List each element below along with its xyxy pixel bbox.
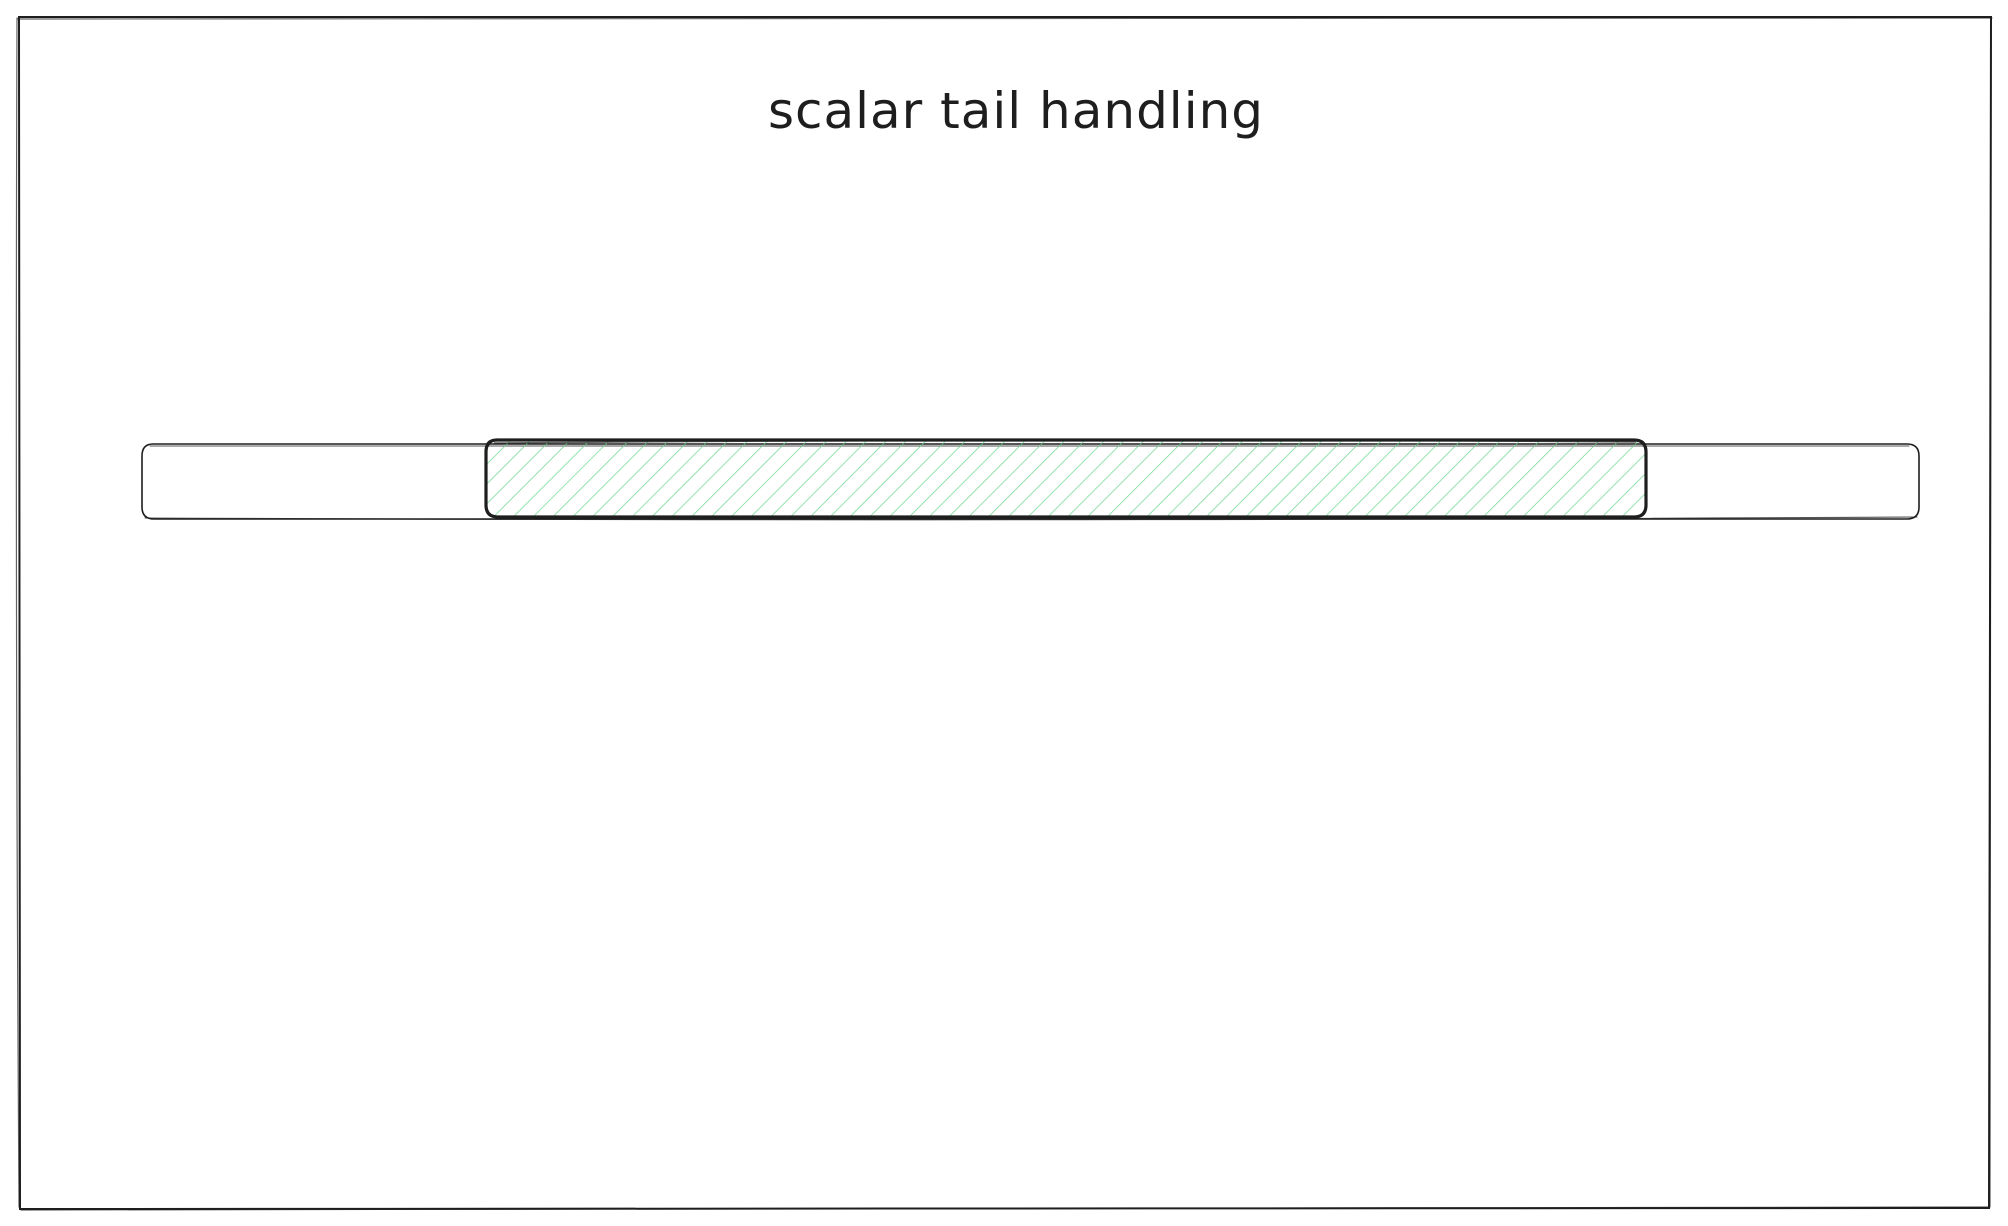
outer-frame [15,16,1993,1211]
highlighted-segment [484,438,1648,519]
diagram-title: scalar tail handling [767,82,1265,140]
